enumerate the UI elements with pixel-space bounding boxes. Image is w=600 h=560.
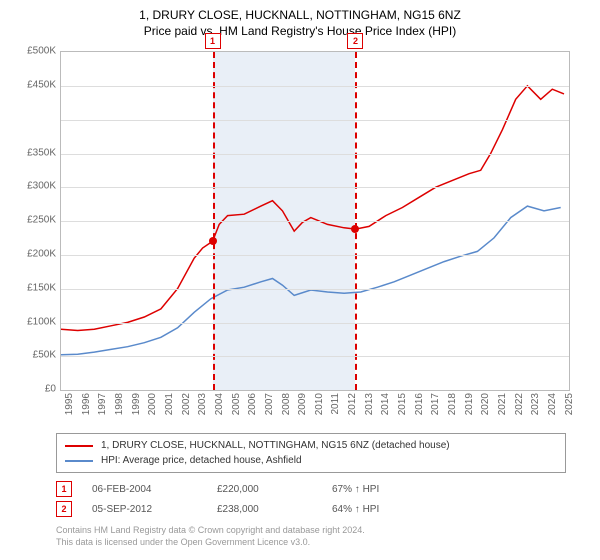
legend-swatch-2 bbox=[65, 460, 93, 462]
y-axis-label: £500K bbox=[16, 46, 56, 57]
series-line-1 bbox=[61, 86, 564, 331]
title-line-1: 1, DRURY CLOSE, HUCKNALL, NOTTINGHAM, NG… bbox=[139, 8, 461, 22]
x-axis-label: 2006 bbox=[247, 393, 258, 415]
legend-swatch-1 bbox=[65, 445, 93, 447]
y-axis-label: £300K bbox=[16, 181, 56, 192]
x-axis-label: 2001 bbox=[164, 393, 175, 415]
transaction-marker: 1 bbox=[56, 481, 72, 497]
x-axis-label: 1996 bbox=[81, 393, 92, 415]
event-marker-1: 1 bbox=[205, 33, 221, 49]
x-axis-label: 2005 bbox=[231, 393, 242, 415]
x-axis-label: 2004 bbox=[214, 393, 225, 415]
legend-item-2: HPI: Average price, detached house, Ashf… bbox=[65, 453, 557, 468]
legend-label-2: HPI: Average price, detached house, Ashf… bbox=[101, 453, 302, 468]
gridline bbox=[61, 323, 569, 324]
gridline bbox=[61, 187, 569, 188]
x-axis-label: 2025 bbox=[564, 393, 575, 415]
gridline bbox=[61, 255, 569, 256]
event-marker-2: 2 bbox=[347, 33, 363, 49]
x-axis-label: 2007 bbox=[264, 393, 275, 415]
chart-container: 1, DRURY CLOSE, HUCKNALL, NOTTINGHAM, NG… bbox=[0, 0, 600, 560]
footer-line-1: Contains HM Land Registry data © Crown c… bbox=[56, 525, 365, 535]
y-axis-label: £250K bbox=[16, 215, 56, 226]
x-axis-label: 2000 bbox=[147, 393, 158, 415]
gridline bbox=[61, 154, 569, 155]
x-axis-label: 2020 bbox=[480, 393, 491, 415]
footer: Contains HM Land Registry data © Crown c… bbox=[56, 525, 588, 548]
series-line-2 bbox=[61, 206, 561, 355]
y-axis-label: £100K bbox=[16, 316, 56, 327]
event-point-1 bbox=[209, 237, 217, 245]
transactions-table: 1 06-FEB-2004 £220,000 67% ↑ HPI 2 05-SEP-201… bbox=[56, 479, 588, 519]
x-axis-label: 2022 bbox=[514, 393, 525, 415]
x-axis-label: 1999 bbox=[131, 393, 142, 415]
x-axis-label: 2016 bbox=[414, 393, 425, 415]
gridline bbox=[61, 120, 569, 121]
plot-area bbox=[60, 51, 570, 391]
event-point-2 bbox=[351, 225, 359, 233]
x-axis-label: 2002 bbox=[181, 393, 192, 415]
line-chart: £0 £50K £100K £150K £200K £250K £300K £350K £450… bbox=[16, 47, 576, 427]
x-axis-label: 2011 bbox=[330, 393, 341, 415]
x-axis-label: 2009 bbox=[297, 393, 308, 415]
transaction-price: £238,000 bbox=[217, 504, 312, 515]
x-axis-label: 2008 bbox=[281, 393, 292, 415]
y-axis-label: £350K bbox=[16, 147, 56, 158]
transaction-row: 2 05-SEP-2012 £238,000 64% ↑ HPI bbox=[56, 499, 588, 519]
gridline bbox=[61, 86, 569, 87]
x-axis-label: 2012 bbox=[347, 393, 358, 415]
x-axis-label: 2018 bbox=[447, 393, 458, 415]
transaction-date: 05-SEP-2012 bbox=[92, 504, 197, 515]
x-axis-label: 2023 bbox=[530, 393, 541, 415]
gridline bbox=[61, 356, 569, 357]
transaction-date: 06-FEB-2004 bbox=[92, 484, 197, 495]
x-axis-label: 2013 bbox=[364, 393, 375, 415]
gridline bbox=[61, 289, 569, 290]
transaction-pct: 67% ↑ HPI bbox=[332, 484, 432, 495]
x-axis-label: 1997 bbox=[97, 393, 108, 415]
y-axis-label: £50K bbox=[16, 350, 56, 361]
legend-label-1: 1, DRURY CLOSE, HUCKNALL, NOTTINGHAM, NG… bbox=[101, 438, 450, 453]
title-line-2: Price paid vs. HM Land Registry's House … bbox=[144, 24, 456, 38]
chart-title: 1, DRURY CLOSE, HUCKNALL, NOTTINGHAM, NG… bbox=[12, 8, 588, 39]
footer-line-2: This data is licensed under the Open Gov… bbox=[56, 537, 310, 547]
y-axis-label: £450K bbox=[16, 79, 56, 90]
transaction-marker: 2 bbox=[56, 501, 72, 517]
x-axis-label: 2017 bbox=[430, 393, 441, 415]
x-axis-label: 2015 bbox=[397, 393, 408, 415]
transaction-pct: 64% ↑ HPI bbox=[332, 504, 432, 515]
x-axis-label: 2010 bbox=[314, 393, 325, 415]
gridline bbox=[61, 221, 569, 222]
x-axis-label: 2021 bbox=[497, 393, 508, 415]
legend-item-1: 1, DRURY CLOSE, HUCKNALL, NOTTINGHAM, NG… bbox=[65, 438, 557, 453]
x-axis-label: 2024 bbox=[547, 393, 558, 415]
transaction-row: 1 06-FEB-2004 £220,000 67% ↑ HPI bbox=[56, 479, 588, 499]
transaction-price: £220,000 bbox=[217, 484, 312, 495]
x-axis-label: 2003 bbox=[197, 393, 208, 415]
y-axis-label: £150K bbox=[16, 282, 56, 293]
legend: 1, DRURY CLOSE, HUCKNALL, NOTTINGHAM, NG… bbox=[56, 433, 566, 473]
x-axis-label: 2014 bbox=[380, 393, 391, 415]
x-axis-label: 1998 bbox=[114, 393, 125, 415]
y-axis-label: £200K bbox=[16, 248, 56, 259]
x-axis-label: 2019 bbox=[464, 393, 475, 415]
y-axis-label: £0 bbox=[16, 384, 56, 395]
x-axis-label: 1995 bbox=[64, 393, 75, 415]
